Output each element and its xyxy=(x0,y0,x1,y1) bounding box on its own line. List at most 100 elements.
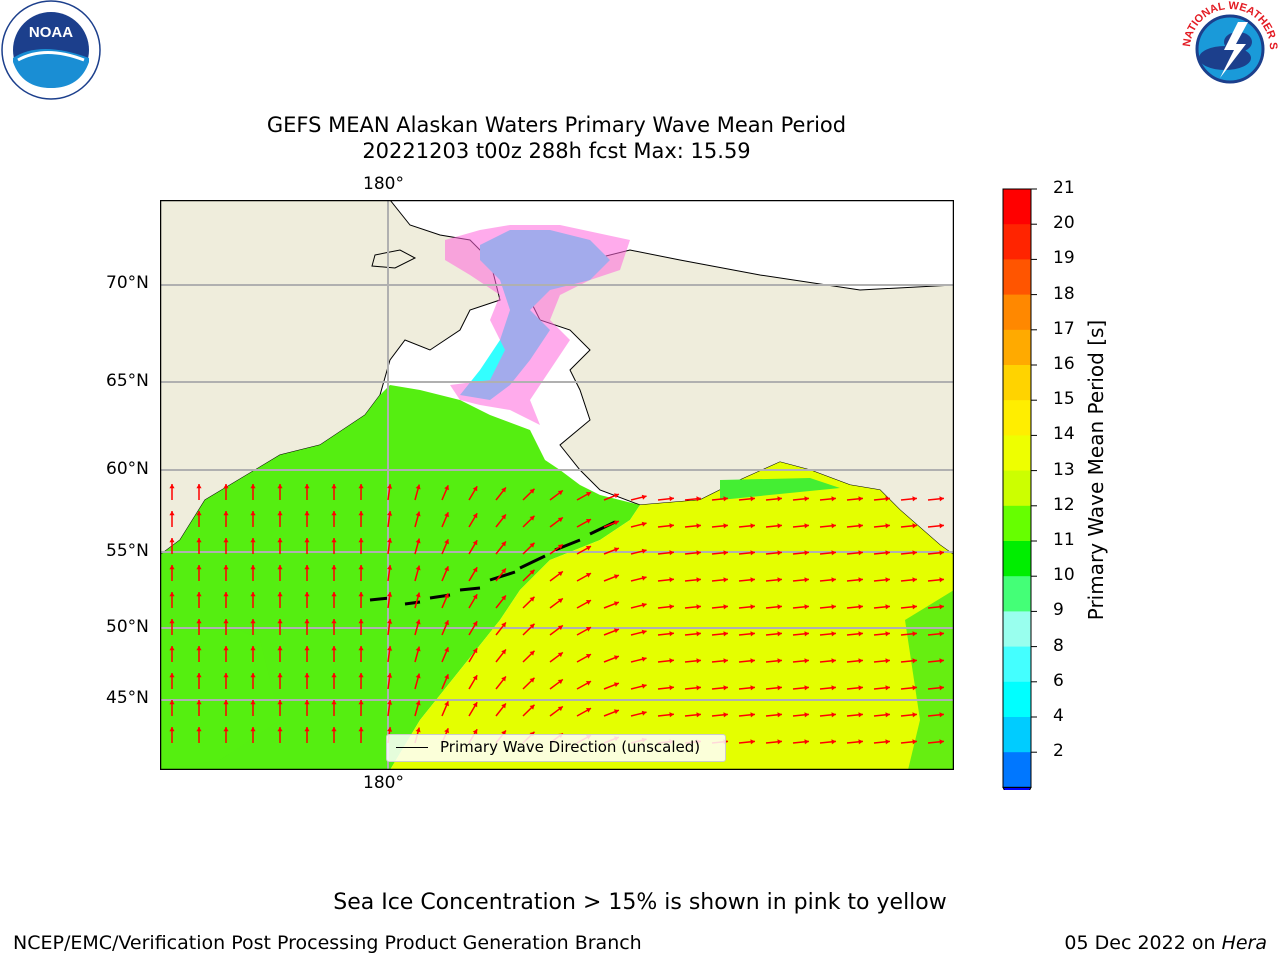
wave-arrow-head xyxy=(444,647,449,653)
wave-arrow-head xyxy=(331,565,337,570)
colorbar-segment xyxy=(1003,646,1031,683)
wave-arrow-head xyxy=(415,592,421,598)
wave-arrow-head xyxy=(304,511,310,516)
wave-arrow-head xyxy=(250,592,256,597)
wave-arrow-head xyxy=(669,631,674,637)
wave-arrow-head xyxy=(750,550,755,556)
wave-arrow-head xyxy=(304,565,310,570)
wave-arrow-head xyxy=(358,700,364,705)
wave-arrow-head xyxy=(831,550,836,556)
wave-arrow-head xyxy=(831,631,836,637)
wave-arrow-head xyxy=(669,550,674,556)
wave-arrow-head xyxy=(304,700,310,705)
wave-arrow-head xyxy=(277,538,283,543)
wave-arrow-head xyxy=(804,739,809,745)
wave-arrow-head xyxy=(585,546,591,551)
wave-arrow-head xyxy=(696,685,701,691)
wave-arrow-head xyxy=(912,685,917,691)
wave-arrow-head xyxy=(585,627,591,632)
wave-arrow-head xyxy=(912,550,917,556)
wave-arrow-head xyxy=(613,655,619,661)
wave-arrow-head xyxy=(223,700,229,705)
wave-arrow-head xyxy=(304,619,310,624)
colorbar-tick-label: 17 xyxy=(1053,318,1075,339)
sea-ice-note: Sea Ice Concentration > 15% is shown in … xyxy=(333,890,947,915)
chart-title: GEFS MEAN Alaskan Waters Primary Wave Me… xyxy=(266,113,847,137)
colorbar-segment xyxy=(1003,576,1031,612)
wave-direction-arrows xyxy=(169,483,944,745)
wave-arrow-head xyxy=(331,538,337,543)
wave-arrow-head xyxy=(331,619,337,624)
wave-arrow-head xyxy=(858,550,863,556)
wave-arrow-head xyxy=(331,646,337,651)
colorbar-segment xyxy=(1003,189,1031,225)
wave-arrow-head xyxy=(529,704,535,710)
wave-arrow-head xyxy=(750,739,755,745)
wave-arrow-head xyxy=(223,511,229,516)
wave-arrow-head xyxy=(444,566,449,572)
legend-line-sample xyxy=(396,747,428,748)
wave-arrow-head xyxy=(358,673,364,678)
wave-arrow-head xyxy=(750,604,755,610)
wave-arrow-head xyxy=(750,496,755,502)
colorbar-segment xyxy=(1003,681,1031,718)
wave-arrow-head xyxy=(696,550,701,556)
wave-arrow-head xyxy=(444,674,449,680)
wave-arrow-head xyxy=(777,712,782,718)
wave-arrow-head xyxy=(831,739,836,745)
wave-arrow-head xyxy=(387,484,393,489)
field-green-ak-shelf xyxy=(720,478,840,500)
wave-arrow-head xyxy=(358,727,364,732)
wave-arrow-head xyxy=(557,490,563,496)
wave-arrow-head xyxy=(223,592,229,597)
wave-arrow-head xyxy=(196,619,202,624)
wave-arrow-head xyxy=(912,712,917,718)
wave-arrow-head xyxy=(196,538,202,543)
wave-arrow-head xyxy=(831,712,836,718)
colorbar-tick-label: 20 xyxy=(1053,213,1075,234)
wave-arrow-head xyxy=(858,685,863,691)
wave-arrow-head xyxy=(723,658,728,664)
branch-credit: NCEP/EMC/Verification Post Processing Pr… xyxy=(13,932,642,954)
wave-arrow-head xyxy=(472,648,478,654)
run-date: 05 Dec 2022 on Hera xyxy=(1064,932,1267,954)
colorbar-outline xyxy=(1002,188,1032,788)
wave-arrow-head xyxy=(277,511,283,516)
wave-arrow-head xyxy=(472,513,478,519)
wave-arrow-head xyxy=(777,631,782,637)
wave-arrow-head xyxy=(196,673,202,678)
wave-arrow-head xyxy=(444,701,449,707)
wave-arrow-head xyxy=(331,727,337,732)
wave-arrow-head xyxy=(169,727,175,732)
wave-arrow-head xyxy=(885,523,890,529)
wave-arrow-head xyxy=(831,658,836,664)
colorbar-segment xyxy=(1003,400,1031,436)
wave-arrow-head xyxy=(250,484,256,489)
wave-arrow-head xyxy=(415,538,421,544)
wave-arrow-head xyxy=(831,577,836,583)
wave-arrow-head xyxy=(804,577,809,583)
colorbar-tick-label: 19 xyxy=(1053,248,1075,269)
colorbar-segment xyxy=(1003,505,1031,542)
colorbar-tick-label: 6 xyxy=(1053,670,1064,691)
wave-arrow-head xyxy=(169,646,175,651)
wave-arrow-head xyxy=(331,511,337,516)
wave-arrow-head xyxy=(696,496,701,502)
wave-arrow-head xyxy=(939,631,944,637)
wave-arrow-head xyxy=(750,577,755,583)
wave-arrow-head xyxy=(472,567,478,573)
wave-arrow-head xyxy=(804,658,809,664)
wave-arrow-head xyxy=(223,646,229,651)
wave-arrow-head xyxy=(723,685,728,691)
wave-arrow-head xyxy=(939,523,944,529)
lat-label-60: 60°N xyxy=(106,459,149,479)
colorbar-segment xyxy=(1003,259,1031,296)
lon-label-bottom: 180° xyxy=(363,773,404,793)
wave-arrow-head xyxy=(529,569,535,575)
wave-arrow-head xyxy=(223,673,229,678)
chart-subtitle: 20221203 t00z 288h fcst Max: 15.59 xyxy=(362,139,751,163)
wave-arrow-head xyxy=(777,685,782,691)
wave-arrow-head xyxy=(415,565,421,571)
wave-arrow-head xyxy=(885,712,890,718)
wave-arrow-head xyxy=(858,604,863,610)
